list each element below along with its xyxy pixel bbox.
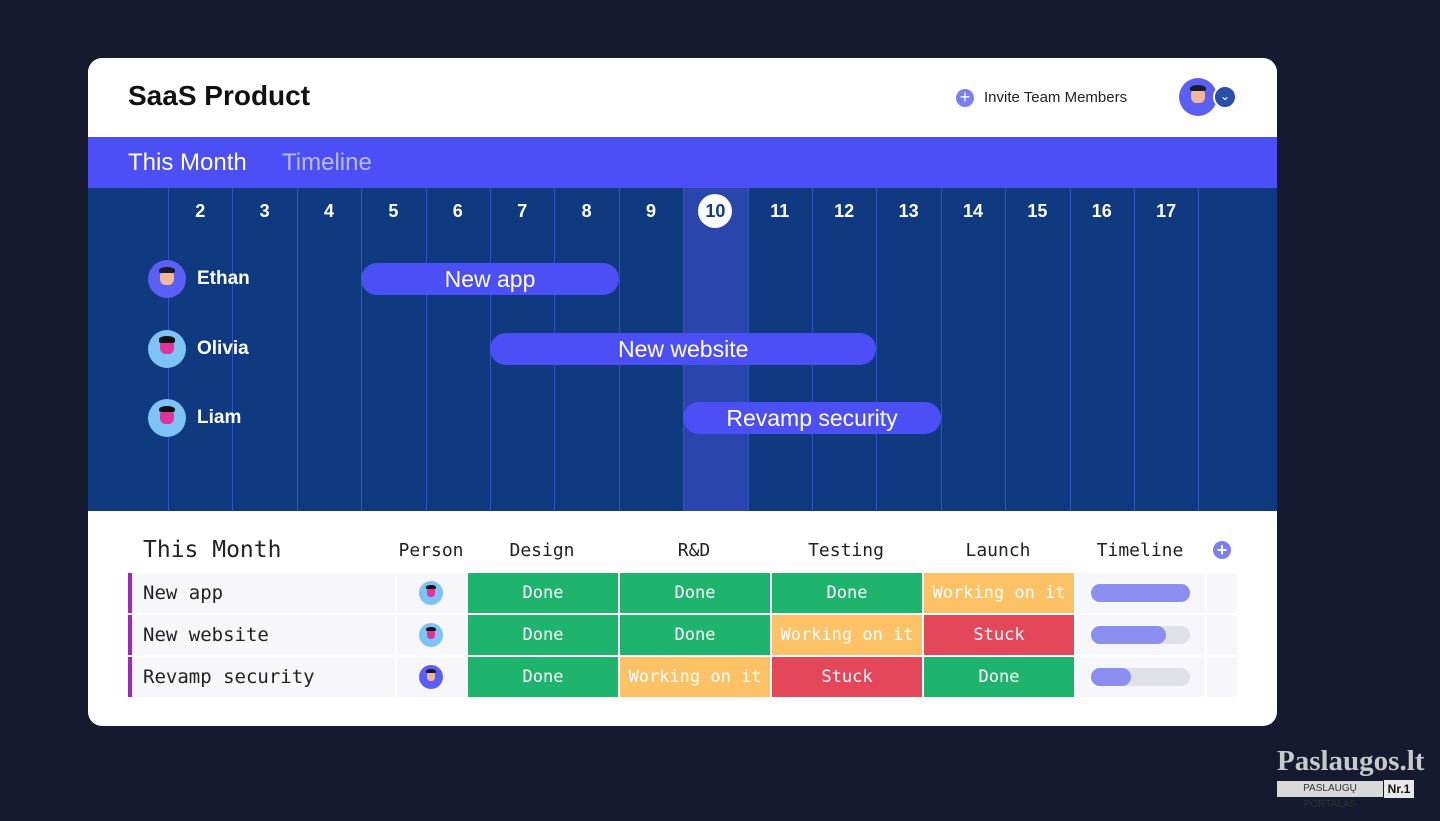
name-cell bbox=[132, 657, 395, 697]
name-cell bbox=[132, 573, 395, 613]
status-cell[interactable]: Done bbox=[468, 657, 618, 697]
column-line bbox=[425, 188, 427, 511]
avatar-face bbox=[426, 587, 436, 597]
tab[interactable]: Timeline bbox=[282, 149, 372, 176]
row-accent bbox=[128, 657, 132, 697]
avatar-face bbox=[426, 629, 436, 639]
watermark-brand: Paslaugos.lt bbox=[1277, 745, 1425, 777]
column-line bbox=[1069, 188, 1071, 511]
avatar-face bbox=[160, 408, 174, 424]
status-cell[interactable]: Done bbox=[620, 615, 770, 655]
watermark-tag: PASLAUGŲ PORTALAS bbox=[1277, 781, 1383, 810]
tab-bar bbox=[88, 137, 1277, 188]
column-header: Timeline bbox=[1096, 540, 1184, 561]
column-line bbox=[1198, 188, 1200, 511]
avatar-hair bbox=[426, 585, 436, 590]
day-label: 4 bbox=[323, 201, 334, 221]
status-cell[interactable]: Stuck bbox=[772, 657, 922, 697]
avatar-hair bbox=[1190, 84, 1206, 92]
task-bar[interactable]: New app bbox=[361, 263, 619, 295]
row-accent bbox=[128, 573, 132, 613]
avatar-hair bbox=[426, 669, 436, 674]
row-name: Revamp security bbox=[143, 666, 315, 688]
person-name: Liam bbox=[197, 407, 242, 428]
day-label: 11 bbox=[770, 201, 790, 221]
avatar-hair bbox=[159, 405, 175, 413]
avatar-hair bbox=[159, 266, 175, 274]
person-name: Olivia bbox=[197, 337, 249, 359]
today-marker bbox=[698, 194, 733, 228]
title: SaaS Product bbox=[128, 80, 311, 111]
task-bar[interactable]: Revamp security bbox=[683, 402, 941, 434]
day-label: 9 bbox=[645, 201, 656, 221]
column-line bbox=[296, 188, 298, 511]
column-header: Testing bbox=[808, 540, 884, 561]
day-label: 15 bbox=[1027, 201, 1048, 221]
invite-icon bbox=[956, 89, 974, 107]
day-label: 14 bbox=[962, 201, 983, 221]
column-line bbox=[876, 188, 878, 511]
status-cell[interactable]: Stuck bbox=[924, 615, 1074, 655]
person-name: Ethan bbox=[197, 268, 250, 289]
status-cell[interactable]: Done bbox=[620, 573, 770, 613]
status-cell[interactable]: Working on it bbox=[620, 657, 770, 697]
day-label: 16 bbox=[1091, 201, 1112, 221]
avatar-hair bbox=[159, 336, 175, 343]
column-header: Person bbox=[398, 540, 464, 561]
row-name: New app bbox=[143, 582, 224, 604]
column-header: Design bbox=[509, 540, 575, 561]
end-cell bbox=[1207, 573, 1237, 613]
row-accent bbox=[128, 615, 132, 655]
status-cell[interactable]: Working on it bbox=[924, 573, 1074, 613]
avatar-hair bbox=[426, 627, 436, 632]
column-line bbox=[361, 188, 363, 511]
status-cell[interactable]: Done bbox=[924, 657, 1074, 697]
column-line bbox=[232, 188, 234, 511]
column-line bbox=[1005, 188, 1007, 511]
avatar-face bbox=[160, 269, 174, 285]
end-cell bbox=[1207, 615, 1237, 655]
day-label: 3 bbox=[259, 201, 270, 221]
column-header: Launch bbox=[965, 540, 1031, 561]
user-menu[interactable]: ⌄ bbox=[1213, 85, 1237, 109]
invite-link[interactable]: Invite Team Members bbox=[984, 89, 1128, 106]
table-title: This Month bbox=[143, 537, 282, 563]
name-cell bbox=[132, 615, 395, 655]
status-cell[interactable]: Done bbox=[468, 615, 618, 655]
column-line bbox=[940, 188, 942, 511]
progress-fill bbox=[1091, 626, 1167, 644]
column-line bbox=[1134, 188, 1135, 511]
invite-plus: + bbox=[959, 87, 971, 107]
avatar-face bbox=[160, 339, 174, 355]
status-cell[interactable]: Done bbox=[772, 573, 922, 613]
avatar-face bbox=[1191, 87, 1205, 103]
day-label: 7 bbox=[517, 201, 528, 221]
day-label: 10 bbox=[705, 201, 726, 221]
tab[interactable]: This Month bbox=[128, 149, 247, 176]
day-label: 13 bbox=[898, 201, 919, 221]
day-label: 8 bbox=[581, 201, 592, 221]
status-cell[interactable]: Working on it bbox=[772, 615, 922, 655]
add-column[interactable]: + bbox=[1213, 541, 1231, 559]
end-cell bbox=[1207, 657, 1237, 697]
day-label: 2 bbox=[195, 201, 206, 221]
row-name: New website bbox=[143, 624, 269, 646]
task-bar[interactable]: New website bbox=[490, 332, 877, 365]
watermark-badge: Nr.1 bbox=[1384, 780, 1414, 798]
status-cell[interactable]: Done bbox=[468, 573, 618, 613]
day-label: 17 bbox=[1156, 201, 1177, 221]
progress-fill bbox=[1091, 584, 1190, 602]
day-label: 6 bbox=[452, 201, 463, 221]
avatar-face bbox=[426, 671, 436, 681]
progress-fill bbox=[1091, 668, 1131, 686]
day-label: 5 bbox=[388, 201, 399, 221]
column-header: R&D bbox=[677, 540, 711, 561]
day-label: 12 bbox=[834, 201, 855, 221]
